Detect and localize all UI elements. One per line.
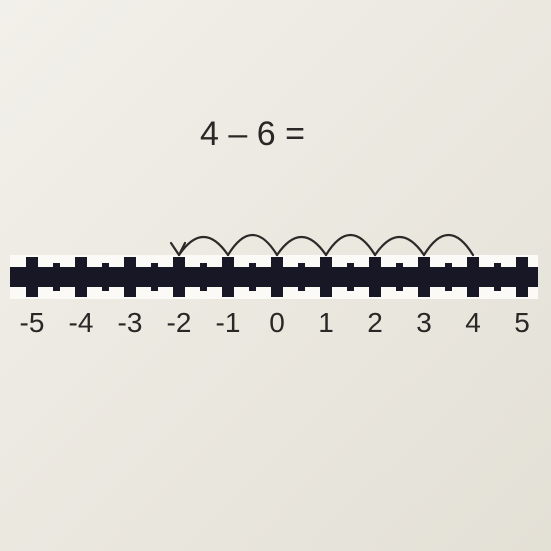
hop-arc [424,235,473,255]
hop-arcs [0,0,551,551]
hop-arrowhead [171,243,185,255]
hop-arc [179,237,228,255]
hop-arc [375,237,424,255]
hop-arc [228,235,277,255]
hop-arc [326,235,375,255]
hop-arc [277,237,326,255]
